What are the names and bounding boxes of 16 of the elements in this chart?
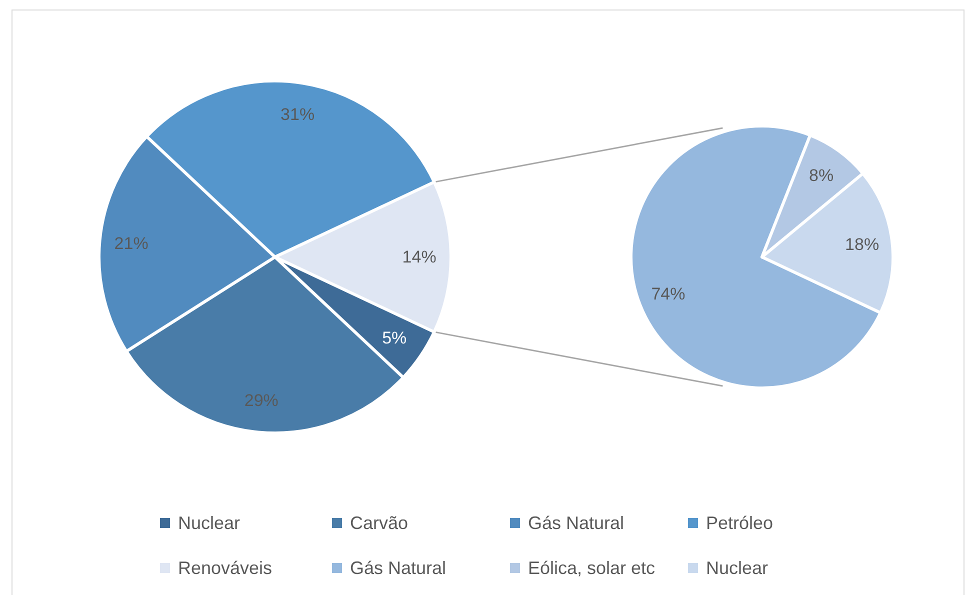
legend-label: Gás Natural: [350, 558, 446, 578]
legend-label: Nuclear: [178, 513, 240, 533]
data-label: 14%: [402, 248, 436, 266]
legend-label: Gás Natural: [528, 513, 624, 533]
data-label: 74%: [651, 284, 686, 304]
legend-label: Eólica, solar etc: [528, 558, 656, 578]
legend-label: Nuclear: [706, 558, 768, 578]
data-label: 8%: [809, 166, 834, 185]
legend-label: Petróleo: [706, 513, 774, 533]
data-label: 29%: [244, 391, 278, 410]
data-label: 18%: [845, 234, 880, 254]
legend-label: Renováveis: [178, 558, 272, 578]
data-label: 31%: [280, 104, 315, 124]
legend-label: Carvão: [350, 513, 408, 533]
data-label: 21%: [114, 234, 148, 253]
data-label: 5%: [382, 328, 407, 348]
